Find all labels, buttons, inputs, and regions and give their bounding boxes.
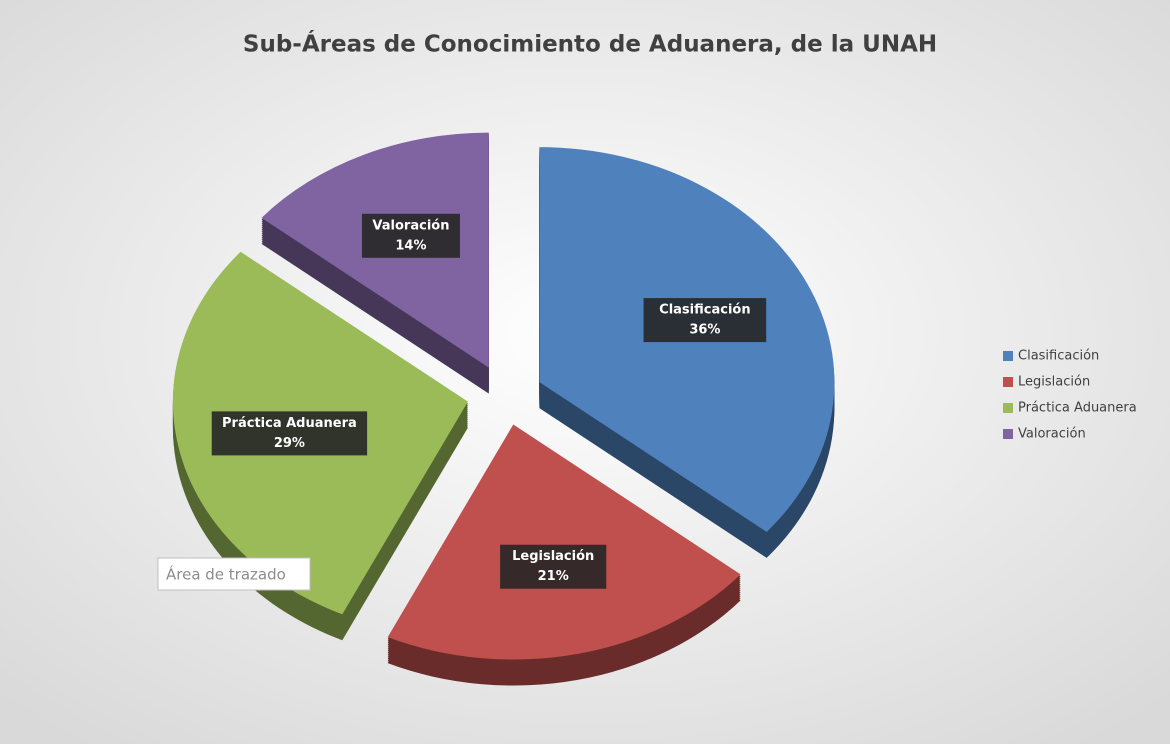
data-label-box — [361, 213, 460, 258]
tooltip-box — [157, 557, 311, 591]
legend-swatch — [1003, 429, 1013, 439]
data-label-value: 36% — [689, 323, 720, 338]
legend-label: Práctica Aduanera — [1018, 401, 1137, 416]
data-label-category: Valoración — [372, 218, 449, 233]
legend-swatch — [1003, 377, 1013, 387]
chart-title: Sub-Áreas de Conocimiento de Aduanera, d… — [243, 30, 937, 58]
data-label-box — [643, 298, 767, 343]
slice — [387, 424, 741, 660]
data-label-value: 29% — [274, 436, 305, 451]
data-label-value: 14% — [395, 238, 426, 253]
legend-label: Valoración — [1018, 427, 1086, 442]
legend-swatch — [1003, 351, 1013, 361]
data-label-box — [500, 544, 607, 589]
data-label-box — [211, 411, 368, 456]
tooltip-text: Área de trazado — [166, 565, 286, 584]
data-label-category: Legislación — [512, 549, 594, 564]
data-label-category: Clasificación — [659, 303, 750, 318]
legend-label: Clasificación — [1018, 349, 1099, 364]
data-label-category: Práctica Aduanera — [222, 416, 357, 431]
legend-label: Legislación — [1018, 375, 1090, 390]
legend-swatch — [1003, 403, 1013, 413]
data-label-value: 21% — [538, 569, 569, 584]
